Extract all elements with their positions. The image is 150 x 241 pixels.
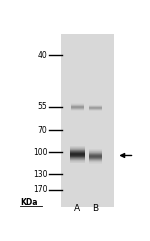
Bar	[70, 149, 85, 150]
Bar	[89, 162, 102, 163]
Bar	[70, 152, 85, 153]
Bar	[70, 160, 85, 161]
Bar	[61, 34, 114, 207]
Bar	[70, 151, 85, 152]
Text: 70: 70	[38, 126, 47, 135]
Bar	[70, 154, 85, 155]
Bar	[70, 158, 85, 159]
Bar	[89, 156, 102, 157]
Bar	[70, 150, 85, 151]
Bar	[70, 155, 85, 156]
Bar	[89, 161, 102, 162]
Bar	[70, 157, 85, 158]
Bar	[70, 146, 85, 147]
Bar	[70, 161, 85, 162]
Bar	[70, 162, 85, 163]
Text: 55: 55	[38, 102, 47, 112]
Bar	[89, 163, 102, 164]
Text: B: B	[92, 204, 99, 214]
Text: 170: 170	[33, 185, 47, 194]
Bar	[70, 153, 85, 154]
Bar	[89, 151, 102, 152]
Bar	[89, 158, 102, 159]
Bar	[70, 156, 85, 157]
Text: A: A	[74, 204, 80, 214]
Text: KDa: KDa	[20, 198, 37, 207]
Bar	[70, 147, 85, 148]
Bar	[89, 154, 102, 155]
Text: 40: 40	[38, 51, 47, 60]
Bar	[89, 155, 102, 156]
Bar	[89, 159, 102, 160]
Bar	[70, 159, 85, 160]
Bar	[89, 152, 102, 153]
Bar	[89, 153, 102, 154]
Bar	[89, 157, 102, 158]
Bar	[89, 150, 102, 151]
Text: 100: 100	[33, 148, 47, 157]
Text: 130: 130	[33, 170, 47, 179]
Bar	[89, 160, 102, 161]
Bar	[70, 148, 85, 149]
Bar	[89, 149, 102, 150]
